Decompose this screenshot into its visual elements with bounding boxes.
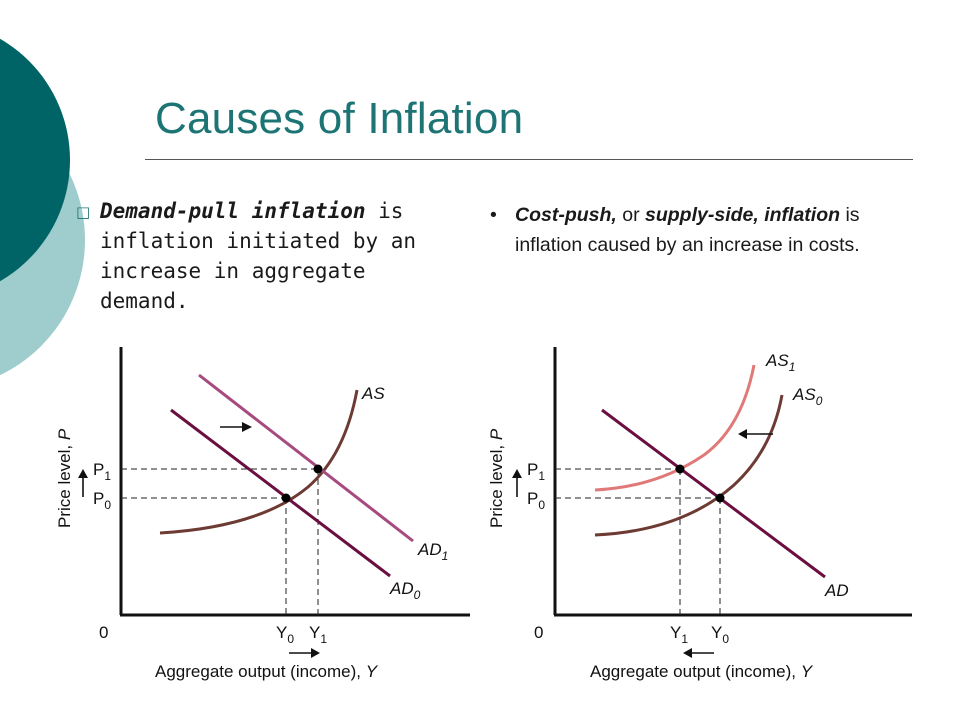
output-right-arrow-head <box>311 648 320 658</box>
shift-arrow-head <box>738 429 747 439</box>
label-as: AS <box>361 384 385 403</box>
x-axis-label: Aggregate output (income), Y <box>590 662 814 681</box>
x-axis-label: Aggregate output (income), Y <box>155 662 379 681</box>
term-demand-pull: Demand-pull inflation <box>100 199 366 223</box>
output-left-arrow-head <box>683 648 692 658</box>
ad-curve <box>601 408 826 579</box>
label-y0: Y0 <box>711 623 729 646</box>
origin-label: 0 <box>534 623 543 642</box>
price-up-arrow-head <box>512 469 522 478</box>
as0-curve <box>594 394 784 537</box>
origin-label: 0 <box>99 623 108 642</box>
label-ad: AD <box>824 581 849 600</box>
price-up-arrow-head <box>78 469 88 478</box>
label-as1: AS1 <box>765 351 795 374</box>
chart-cost-push: Price level, P Aggregate output (income)… <box>487 347 912 681</box>
label-ad0: AD0 <box>389 579 421 602</box>
title-divider <box>145 159 913 160</box>
term-supply-side: supply-side, inflation <box>645 204 841 226</box>
y-axis-label: Price level, P <box>55 428 74 528</box>
label-p0: P0 <box>93 489 111 512</box>
label-p0: P0 <box>527 489 545 512</box>
equilibrium-point-0 <box>281 493 291 503</box>
connector-or: or <box>616 204 646 226</box>
ad1-curve <box>198 373 414 543</box>
equilibrium-point-1 <box>313 464 323 474</box>
label-p1: P1 <box>93 460 111 483</box>
term-cost-push: Cost-push, <box>515 204 617 226</box>
as-curve <box>159 389 359 535</box>
definition-cost-push: is inflation caused by an increase in co… <box>515 204 860 256</box>
as1-curve <box>594 364 756 492</box>
decor-circle-dark <box>0 38 70 282</box>
bullet-text: Cost-push, or supply-side, inflation is … <box>515 200 890 260</box>
dot-bullet-icon: • <box>490 204 497 226</box>
slide-decoration <box>0 38 85 376</box>
label-y1: Y1 <box>309 623 327 646</box>
definition-demand-pull: is inflation initiated by an increase in… <box>100 199 417 313</box>
label-y0: Y0 <box>276 623 294 646</box>
label-y1: Y1 <box>670 623 688 646</box>
shift-arrow-head <box>242 422 252 432</box>
bullet-cost-push: • Cost-push, or supply-side, inflation i… <box>490 200 890 260</box>
square-bullet-icon: □ <box>76 203 91 221</box>
slide-title: Causes of Inflation <box>155 94 524 143</box>
ad0-curve <box>170 408 391 578</box>
bullet-text: Demand-pull inflation is inflation initi… <box>100 196 466 316</box>
label-p1: P1 <box>527 460 545 483</box>
bullet-demand-pull: □ Demand-pull inflation is inflation ini… <box>76 196 466 316</box>
y-axis-label: Price level, P <box>487 428 506 528</box>
label-as0: AS0 <box>792 385 823 408</box>
label-ad1: AD1 <box>417 540 448 563</box>
equilibrium-point-0 <box>715 493 725 503</box>
chart-demand-pull: Price level, P Aggregate output (income)… <box>55 347 470 681</box>
equilibrium-point-1 <box>675 464 685 474</box>
